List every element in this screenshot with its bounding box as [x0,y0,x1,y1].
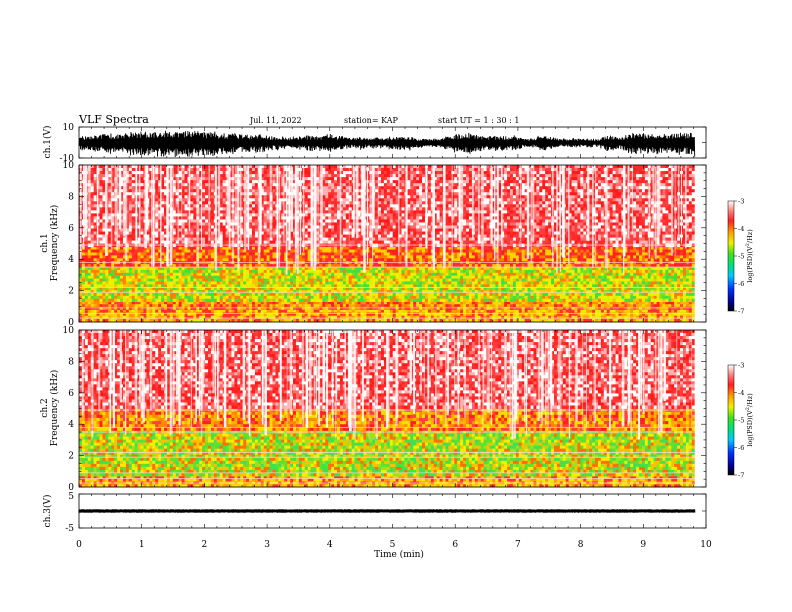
time-tick-label: 9 [640,540,646,550]
colorbar-tick-label: -4 [738,389,744,397]
ch1-colorbar-ticks: -3 -4 -5 -6 -7 [734,198,744,316]
ch1-colorbar-label: log(PSD)(V2/Hz) [745,229,754,283]
time-tick-label: 3 [264,540,270,550]
time-tick-label: 1 [139,540,145,550]
ch2-colorbar-ticks: -3 -4 -5 -6 -7 [734,362,744,480]
colorbar-tick-label: -7 [738,308,744,316]
colorbar-tick-label: -7 [738,472,744,480]
colorbar-tick-label: -6 [738,280,744,288]
ch3-waveform-trace [79,509,695,512]
time-axis-xlabel: Time (min) [374,549,424,560]
colorbar-tick-label: -3 [738,362,744,370]
colorbar-tick-label: -5 [738,417,744,425]
colorbar-tick-label: -3 [738,198,744,206]
ch1-frequency-ylabel: Frequency (kHz) [49,205,60,282]
frequency-tick-label: 6 [68,224,74,234]
time-tick-label: 6 [452,540,458,550]
time-tick-label: 7 [515,540,521,550]
time-tick-label: 4 [327,540,333,550]
frequency-tick-label: 4 [68,255,74,265]
time-tick-label: 8 [578,540,584,550]
frequency-tick-label: 4 [68,420,74,430]
time-tick-labels: 0 1 2 3 4 5 6 7 8 9 10 [76,540,712,550]
date-label: Jul. 11, 2022 [249,116,302,125]
ch2-spectrogram-image [79,330,706,487]
time-tick-label: 10 [700,540,712,550]
ch1-waveform-ylabel: ch.1(V) [42,126,53,159]
ch1-waveform-line [79,131,695,157]
frequency-tick-label: 10 [63,161,75,171]
start-ut-label: start UT = 1 : 30 : 1 [438,116,519,125]
time-tick-label: 2 [202,540,208,550]
ch3-waveform-ylabel: ch.3(V) [42,495,53,528]
frequency-tick-label: 2 [68,452,74,462]
colorbar-tick-label: -6 [738,444,744,452]
frequency-tick-label: 10 [63,326,75,336]
figure-title: VLF Spectra [78,113,149,126]
frequency-tick-label: 6 [68,389,74,399]
colorbar-tick-label: -4 [738,225,744,233]
ch1-channel-label: ch.1 [40,233,50,252]
ch3-waveform-line [79,509,695,512]
ch1-colorbar [728,201,734,311]
ch1-waveform-trace [79,131,695,157]
time-tick-label: 0 [76,540,82,550]
ch3-waveform-panel: 5 0 -5 ch.3(V) 0 1 2 3 4 5 6 7 8 9 10 Time (min) [42,492,712,560]
ch2-colorbar [728,365,734,475]
ch1-spectrogram-image [79,165,706,322]
ch1-waveform-panel: 10 -10 ch.1(V) [42,123,706,164]
frequency-tick-label: 2 [68,287,74,297]
frequency-tick-label: 8 [68,192,74,202]
frequency-tick-label: 8 [68,357,74,367]
ch3-ytick-bottom: -5 [65,524,74,534]
ch1-ytick-top: 10 [63,123,75,133]
ch3-ytick-top: 5 [68,492,74,502]
ch2-colorbar-label: log(PSD)(V2/Hz) [745,393,754,447]
station-label: station= KAP [344,116,399,125]
colorbar-tick-label: -5 [738,253,744,261]
ch2-frequency-ylabel: Frequency (kHz) [49,370,60,447]
time-tick-label: 5 [390,540,396,550]
ch2-channel-label: ch.2 [40,398,50,417]
